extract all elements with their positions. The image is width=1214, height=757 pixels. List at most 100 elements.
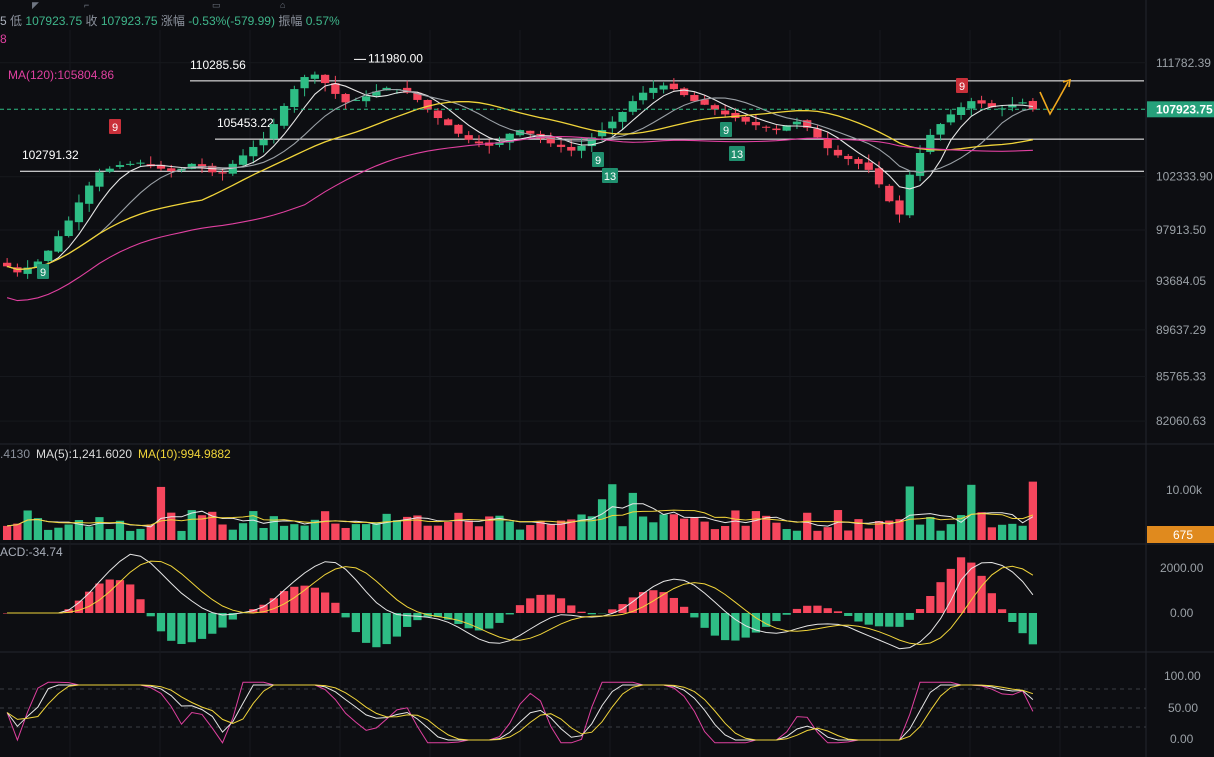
candle-body <box>115 165 125 167</box>
line-tool-icon[interactable]: ⌐ <box>84 0 90 10</box>
volume-bar <box>197 515 207 540</box>
candle-body <box>546 137 555 144</box>
candle-body <box>74 202 84 223</box>
macd-histogram-bar <box>341 613 350 618</box>
macd-histogram-bar <box>659 592 668 613</box>
candle-body <box>300 77 309 89</box>
macd-histogram-bar <box>628 597 637 613</box>
macd-histogram-bar <box>269 598 278 613</box>
candle-body <box>792 121 802 125</box>
candle-body <box>228 163 237 174</box>
candle-body <box>751 121 761 126</box>
volume-bar <box>136 528 145 540</box>
macd-histogram-bar <box>115 580 125 613</box>
macd-histogram-bar <box>197 613 207 639</box>
volume-bar <box>854 519 863 540</box>
macd-histogram-bar <box>997 609 1007 613</box>
kdj-axis-label: 100.00 <box>1164 669 1201 683</box>
candle-body <box>782 125 791 131</box>
volume-bar <box>936 530 945 540</box>
volume-bar <box>844 530 853 540</box>
ma-line-gray <box>6 89 1034 270</box>
candle-body <box>269 124 278 139</box>
volume-bar <box>126 530 135 540</box>
macd-histogram-bar <box>1018 613 1027 634</box>
macd-label: ACD:-34.74 <box>0 545 63 559</box>
volume-bar <box>536 521 545 540</box>
macd-histogram-bar <box>259 604 268 613</box>
macd-histogram-bar <box>382 613 391 645</box>
macd-histogram-bar <box>464 613 473 629</box>
candle-body <box>587 137 596 147</box>
td-badge <box>109 119 121 134</box>
macd-histogram-bar <box>721 613 730 641</box>
volume-bar <box>54 527 63 540</box>
draw-tool-icon[interactable]: ◤ <box>32 0 39 10</box>
macd-histogram-bar <box>792 608 802 613</box>
volume-bar <box>454 512 463 540</box>
td-badge <box>729 146 745 161</box>
macd-histogram-bar <box>864 613 873 625</box>
candle-body <box>721 110 730 115</box>
td-badge <box>592 152 604 167</box>
td-badge-label: 9 <box>112 122 118 134</box>
level-label-top: 110285.56 <box>190 58 246 72</box>
info-prefix: 5 <box>0 14 7 28</box>
volume-bar <box>731 510 740 540</box>
volume-bar <box>700 521 709 540</box>
candle-body <box>433 110 443 119</box>
settings-icon[interactable]: ⌂ <box>280 0 286 10</box>
candle-body <box>946 114 955 123</box>
candle-body <box>823 138 832 149</box>
volume-bar <box>156 486 166 540</box>
volume-bar <box>751 511 761 540</box>
candle-body <box>351 99 361 101</box>
forecast-arrowhead <box>1062 78 1071 88</box>
macd-histogram-bar <box>926 595 935 613</box>
candle-body <box>905 174 914 216</box>
macd-histogram-bar <box>351 613 361 633</box>
volume-bar <box>372 522 381 540</box>
macd-histogram-bar <box>669 597 678 613</box>
volume-bar <box>515 529 525 540</box>
volume-bar <box>967 484 976 540</box>
macd-histogram-bar <box>567 605 576 613</box>
volume-bar <box>85 526 94 540</box>
volume-bar <box>423 525 432 540</box>
candle-body <box>454 124 463 134</box>
candle-body <box>700 99 709 105</box>
price-axis-label: 89637.29 <box>1156 323 1206 337</box>
macd-histogram-bar <box>526 598 535 613</box>
td-badge-label: 9 <box>959 81 965 93</box>
macd-histogram-bar <box>967 562 976 613</box>
candle-body <box>844 155 853 160</box>
macd-histogram-bar <box>433 613 443 617</box>
volume-left-value: .4130 <box>0 447 30 461</box>
candle-body <box>638 92 648 101</box>
candle-body <box>156 164 166 169</box>
candle-body <box>259 139 268 146</box>
volume-bar <box>444 521 453 540</box>
td-badge-label: 9 <box>40 267 46 279</box>
volume-bar <box>331 523 340 540</box>
volume-bar <box>249 511 258 540</box>
level-label-low: 102791.32 <box>22 148 79 162</box>
volume-bar <box>177 530 186 540</box>
volume-bar <box>567 519 576 540</box>
macd-dea-line <box>7 560 1034 646</box>
volume-bar <box>433 525 443 540</box>
volume-bar <box>649 522 658 540</box>
current-price-badge <box>1147 101 1214 118</box>
kdj-axis-label: 50.00 <box>1168 701 1198 715</box>
amplitude-label: 振幅 <box>278 14 303 28</box>
macd-histogram-bar <box>700 613 709 628</box>
td-badge-label: 9 <box>723 125 729 137</box>
indicator-icon[interactable]: ▭ <box>212 0 221 10</box>
volume-bar <box>403 516 412 540</box>
close-label: 收 <box>85 14 98 28</box>
candle-body <box>864 162 873 170</box>
volume-bar <box>1008 523 1017 540</box>
candle-body <box>403 87 412 93</box>
macd-histogram-bar <box>679 606 689 613</box>
volume-bar <box>341 527 350 540</box>
